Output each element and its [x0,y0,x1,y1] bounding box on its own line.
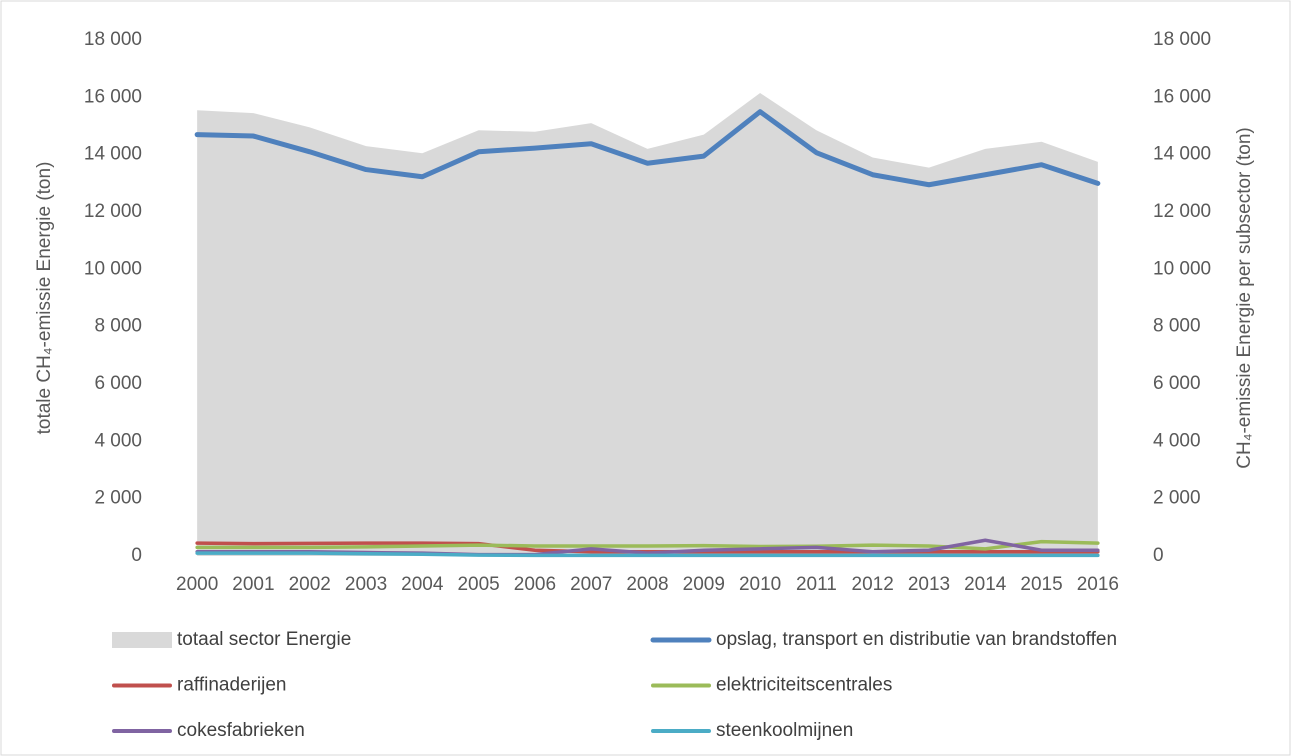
x-tick-label: 2014 [964,574,1007,595]
x-tick-label: 2011 [796,574,837,595]
x-tick-label: 2015 [1020,574,1062,595]
y2-tick-label: 10 000 [1153,258,1211,279]
y2-tick-label: 8 000 [1153,316,1201,337]
y2-tick-label: 4 000 [1153,430,1201,451]
y2-axis-label: CH₄-emissie Energie per subsector (ton) [1234,127,1255,468]
y2-tick-label: 14 000 [1153,144,1211,165]
x-tick-label: 2004 [401,574,444,595]
y-tick-label: 18 000 [84,29,142,50]
x-tick-label: 2016 [1077,574,1119,595]
y2-tick-label: 18 000 [1153,29,1211,50]
plot-area: 0 2 000 4 000 6 000 8 000 10 000 12 000 14 000 1… [84,29,1211,595]
x-tick-label: 2005 [457,574,499,595]
y-tick-label: 6 000 [94,373,142,394]
legend-label: raffinaderijen [177,675,287,696]
legend-label: opslag, transport en distributie van bra… [716,629,1117,650]
y2-tick-label: 2 000 [1153,488,1201,509]
x-tick-label: 2007 [570,574,612,595]
legend-label: elektriciteitscentrales [716,675,892,696]
y-tick-label: 0 [131,545,142,566]
y-tick-label: 8 000 [94,316,142,337]
y-tick-label: 2 000 [94,488,142,509]
legend-label: steenkoolmijnen [716,720,853,741]
y2-tick-label: 0 [1153,545,1164,566]
y-tick-label: 10 000 [84,258,142,279]
x-tick-label: 2008 [626,574,668,595]
legend-label: cokesfabrieken [177,720,305,741]
x-tick-label: 2009 [683,574,725,595]
x-tick-label: 2012 [852,574,894,595]
legend-swatch [112,632,172,648]
legend-label: totaal sector Energie [177,629,351,650]
y-axis-label: totale CH₄-emissie Energie (ton) [34,162,55,435]
y2-tick-label: 16 000 [1153,86,1211,107]
x-tick-label: 2010 [739,574,781,595]
y-tick-label: 4 000 [94,430,142,451]
y-tick-label: 14 000 [84,144,142,165]
line [194,109,1101,188]
y2-tick-label: 12 000 [1153,201,1211,222]
line [195,551,1100,558]
legend: totaal sector Energie opslag, transport e… [112,629,1117,741]
y2-tick-label: 6 000 [1153,373,1201,394]
x-tick-label: 2003 [345,574,387,595]
x-tick-label: 2001 [232,574,274,595]
x-tick-label: 2000 [176,574,218,595]
x-tick-label: 2013 [908,574,950,595]
x-tick-label: 2006 [514,574,556,595]
x-tick-label: 2002 [289,574,331,595]
area [197,93,1098,557]
y-tick-label: 12 000 [84,201,142,222]
y-tick-label: 16 000 [84,86,142,107]
